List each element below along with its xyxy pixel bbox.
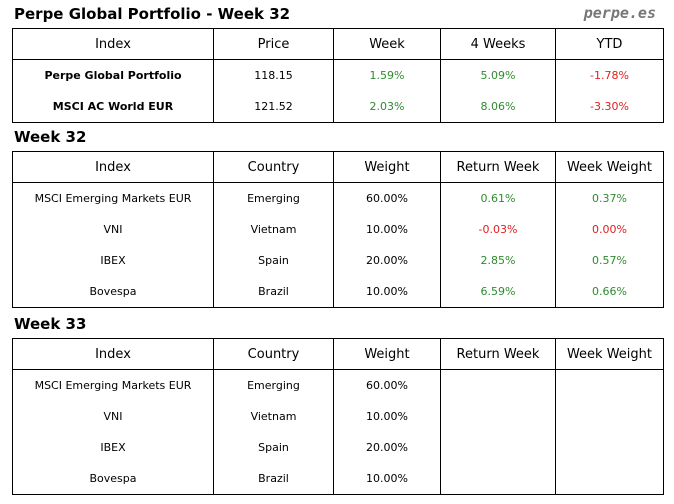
cell: Perpe Global Portfolio xyxy=(12,59,214,91)
cell: 6.59% xyxy=(440,276,556,308)
row: MSCI Emerging Markets EUR Emerging 60.00… xyxy=(12,369,664,401)
row: Bovespa Brazil 10.00% xyxy=(12,463,664,495)
row: MSCI AC World EUR 121.52 2.03% 8.06% -3.… xyxy=(12,91,664,123)
cell: MSCI AC World EUR xyxy=(12,91,214,123)
cell: 10.00% xyxy=(333,401,441,432)
cell: -1.78% xyxy=(555,59,664,91)
page-title: Perpe Global Portfolio - Week 32 xyxy=(14,5,291,23)
empty-cell xyxy=(440,463,556,495)
cell: 121.52 xyxy=(213,91,334,123)
cell: 0.66% xyxy=(555,276,664,308)
header-row: Index Country Weight Return Week Week We… xyxy=(12,338,664,370)
cell: Bovespa xyxy=(12,276,214,308)
empty-cell xyxy=(440,369,556,401)
cell: Spain xyxy=(213,432,334,463)
empty-cell xyxy=(440,401,556,432)
cell: 10.00% xyxy=(333,463,441,495)
cell: Bovespa xyxy=(12,463,214,495)
cell: 0.61% xyxy=(440,182,556,214)
section-title: Week 33 xyxy=(14,315,87,333)
week33-table: Index Country Weight Return Week Week We… xyxy=(12,338,664,495)
cell: Spain xyxy=(213,245,334,276)
cell: 60.00% xyxy=(333,369,441,401)
cell: 8.06% xyxy=(440,91,556,123)
column-header: Week Weight xyxy=(555,151,664,183)
section-title: Week 32 xyxy=(14,128,87,146)
cell: 0.00% xyxy=(555,214,664,245)
row: VNI Vietnam 10.00% -0.03% 0.00% xyxy=(12,214,664,245)
cell: Vietnam xyxy=(213,214,334,245)
row: MSCI Emerging Markets EUR Emerging 60.00… xyxy=(12,182,664,214)
cell: -3.30% xyxy=(555,91,664,123)
cell: Emerging xyxy=(213,182,334,214)
column-header: YTD xyxy=(555,28,664,60)
cell: VNI xyxy=(12,214,214,245)
site-name: perpe.es xyxy=(583,4,656,22)
cell: Vietnam xyxy=(213,401,334,432)
empty-cell xyxy=(555,432,664,463)
row: Bovespa Brazil 10.00% 6.59% 0.66% xyxy=(12,276,664,308)
header-row: Index Country Weight Return Week Week We… xyxy=(12,151,664,183)
cell: Brazil xyxy=(213,463,334,495)
column-header: Return Week xyxy=(440,338,556,370)
cell: 20.00% xyxy=(333,432,441,463)
empty-cell xyxy=(555,463,664,495)
column-header: Index xyxy=(12,338,214,370)
column-header: Week Weight xyxy=(555,338,664,370)
cell: 20.00% xyxy=(333,245,441,276)
cell: 1.59% xyxy=(333,59,441,91)
row: IBEX Spain 20.00% 2.85% 0.57% xyxy=(12,245,664,276)
summary-table: Index Price Week 4 Weeks YTD Perpe Globa… xyxy=(12,28,664,123)
cell: 118.15 xyxy=(213,59,334,91)
column-header: Weight xyxy=(333,338,441,370)
cell: Brazil xyxy=(213,276,334,308)
week32-table: Index Country Weight Return Week Week We… xyxy=(12,151,664,308)
cell: 0.57% xyxy=(555,245,664,276)
empty-cell xyxy=(440,432,556,463)
column-header: Week xyxy=(333,28,441,60)
cell: IBEX xyxy=(12,432,214,463)
cell: 2.03% xyxy=(333,91,441,123)
column-header: Country xyxy=(213,338,334,370)
cell: Emerging xyxy=(213,369,334,401)
row: IBEX Spain 20.00% xyxy=(12,432,664,463)
cell: 10.00% xyxy=(333,276,441,308)
cell: MSCI Emerging Markets EUR xyxy=(12,182,214,214)
column-header: Weight xyxy=(333,151,441,183)
column-header: Index xyxy=(12,151,214,183)
row: Perpe Global Portfolio 118.15 1.59% 5.09… xyxy=(12,59,664,91)
cell: 2.85% xyxy=(440,245,556,276)
cell: 0.37% xyxy=(555,182,664,214)
cell: 5.09% xyxy=(440,59,556,91)
column-header: Return Week xyxy=(440,151,556,183)
column-header: Index xyxy=(12,28,214,60)
cell: 60.00% xyxy=(333,182,441,214)
cell: 10.00% xyxy=(333,214,441,245)
column-header: 4 Weeks xyxy=(440,28,556,60)
column-header: Price xyxy=(213,28,334,60)
cell: -0.03% xyxy=(440,214,556,245)
cell: MSCI Emerging Markets EUR xyxy=(12,369,214,401)
empty-cell xyxy=(555,401,664,432)
cell: VNI xyxy=(12,401,214,432)
column-header: Country xyxy=(213,151,334,183)
cell: IBEX xyxy=(12,245,214,276)
header-row: Index Price Week 4 Weeks YTD xyxy=(12,28,664,60)
empty-cell xyxy=(555,369,664,401)
row: VNI Vietnam 10.00% xyxy=(12,401,664,432)
